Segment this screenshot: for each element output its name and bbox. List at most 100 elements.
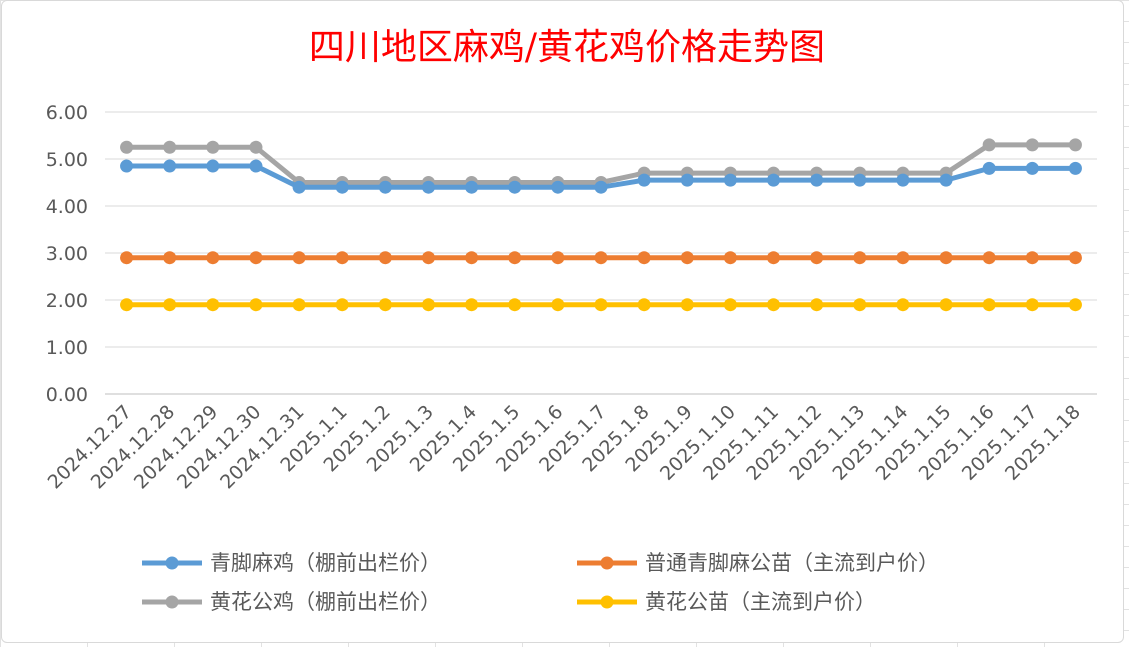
- data-point: [680, 173, 694, 187]
- data-point: [551, 298, 565, 312]
- data-point: [810, 298, 824, 312]
- data-point: [465, 298, 479, 312]
- data-point: [163, 159, 177, 173]
- data-point: [810, 173, 824, 187]
- data-point: [1025, 138, 1039, 152]
- data-point: [1068, 251, 1082, 265]
- data-point: [378, 251, 392, 265]
- data-point: [421, 298, 435, 312]
- data-point: [939, 298, 953, 312]
- data-point: [335, 251, 349, 265]
- data-point: [120, 298, 134, 312]
- data-point: [637, 173, 651, 187]
- data-point: [594, 180, 608, 194]
- chart-title: 四川地区麻鸡/黄花鸡价格走势图: [309, 27, 825, 68]
- legend-marker: [165, 595, 179, 609]
- data-point: [853, 298, 867, 312]
- data-point: [853, 251, 867, 265]
- data-point: [853, 173, 867, 187]
- data-point: [767, 298, 781, 312]
- data-point: [1025, 161, 1039, 175]
- legend: 青脚麻鸡（棚前出栏价） 普通青脚麻公苗（主流到户价） 黄花公鸡（棚前出栏价） 黄花公苗…: [142, 551, 939, 614]
- data-point: [982, 138, 996, 152]
- series-2: [120, 251, 1082, 265]
- y-tick-label: 4.00: [46, 196, 88, 218]
- data-point: [896, 298, 910, 312]
- data-point: [594, 251, 608, 265]
- legend-label: 黄花公鸡（棚前出栏价）: [210, 590, 441, 614]
- data-point: [1068, 138, 1082, 152]
- legend-label: 普通青脚麻公苗（主流到户价）: [645, 551, 939, 575]
- data-point: [292, 180, 306, 194]
- legend-item: 黄花公苗（主流到户价）: [577, 590, 876, 614]
- data-point: [120, 140, 134, 154]
- data-point: [249, 251, 263, 265]
- data-point: [896, 173, 910, 187]
- series-1: [120, 159, 1082, 194]
- legend-label: 青脚麻鸡（棚前出栏价）: [210, 551, 441, 575]
- data-point: [206, 140, 220, 154]
- data-point: [982, 251, 996, 265]
- data-point: [594, 298, 608, 312]
- series-group: [120, 138, 1082, 312]
- data-point: [723, 251, 737, 265]
- legend-marker: [165, 556, 179, 570]
- data-point: [896, 251, 910, 265]
- data-point: [680, 298, 694, 312]
- data-point: [551, 251, 565, 265]
- data-point: [206, 298, 220, 312]
- data-point: [120, 159, 134, 173]
- data-point: [723, 298, 737, 312]
- legend-label: 黄花公苗（主流到户价）: [645, 590, 876, 614]
- data-point: [292, 251, 306, 265]
- data-point: [206, 251, 220, 265]
- data-point: [249, 140, 263, 154]
- data-point: [810, 251, 824, 265]
- data-point: [1025, 251, 1039, 265]
- y-tick-label: 5.00: [46, 149, 88, 171]
- data-point: [939, 251, 953, 265]
- y-tick-label: 6.00: [46, 102, 88, 124]
- data-point: [551, 180, 565, 194]
- data-point: [206, 159, 220, 173]
- y-tick-label: 2.00: [46, 290, 88, 312]
- data-point: [421, 251, 435, 265]
- data-point: [335, 298, 349, 312]
- data-point: [378, 180, 392, 194]
- data-point: [335, 180, 349, 194]
- data-point: [1025, 298, 1039, 312]
- legend-item: 普通青脚麻公苗（主流到户价）: [577, 551, 939, 575]
- legend-marker: [600, 556, 614, 570]
- x-axis-ticks: 2024.12.272024.12.282024.12.292024.12.30…: [44, 401, 1085, 493]
- data-point: [637, 251, 651, 265]
- data-point: [767, 251, 781, 265]
- data-point: [163, 298, 177, 312]
- y-axis-ticks: 0.00 1.00 2.00 3.00 4.00 5.00 6.00: [46, 102, 88, 406]
- data-point: [982, 161, 996, 175]
- legend-item: 黄花公鸡（棚前出栏价）: [142, 590, 441, 614]
- data-point: [508, 251, 522, 265]
- y-tick-label: 1.00: [46, 337, 88, 359]
- data-point: [465, 180, 479, 194]
- data-point: [767, 173, 781, 187]
- data-point: [120, 251, 134, 265]
- data-point: [378, 298, 392, 312]
- data-point: [163, 251, 177, 265]
- data-point: [421, 180, 435, 194]
- data-point: [723, 173, 737, 187]
- data-point: [1068, 298, 1082, 312]
- data-point: [508, 180, 522, 194]
- data-point: [292, 298, 306, 312]
- data-point: [1068, 161, 1082, 175]
- data-point: [637, 298, 651, 312]
- data-point: [249, 159, 263, 173]
- data-point: [163, 140, 177, 154]
- legend-marker: [600, 595, 614, 609]
- y-tick-label: 0.00: [46, 384, 88, 406]
- y-tick-label: 3.00: [46, 243, 88, 265]
- series-4: [120, 298, 1082, 312]
- data-point: [465, 251, 479, 265]
